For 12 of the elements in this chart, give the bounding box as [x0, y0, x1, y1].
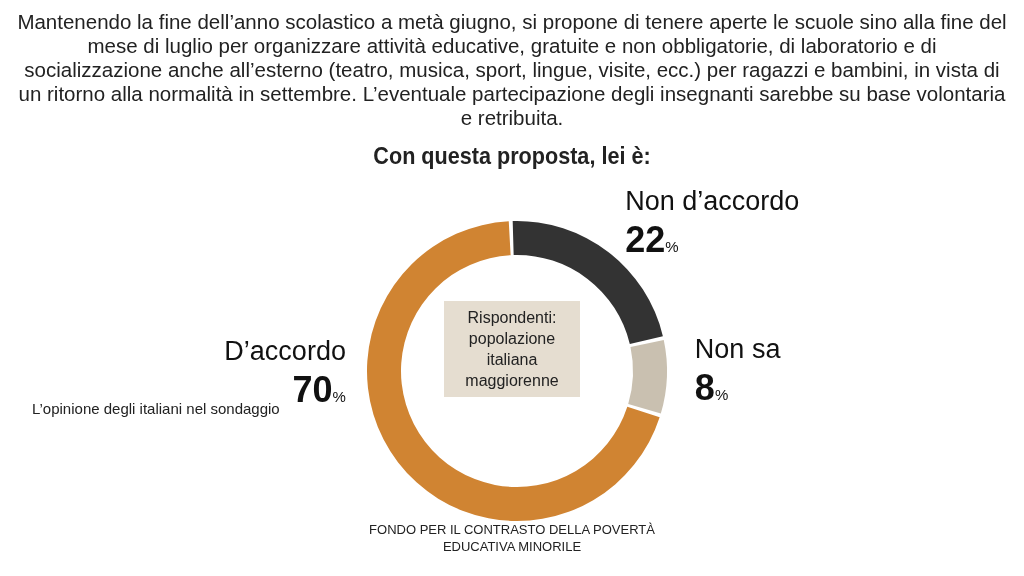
text: Rispondenti: popolazione italiana maggiorenne [444, 301, 580, 397]
text: L’opinione degli italiani nel sondaggio [32, 400, 280, 417]
text: FONDO PER IL CONTRASTO DELLA POVERTÀ EDUCATIVA MINORILE [368, 521, 656, 555]
data-label: 8% [694, 367, 729, 409]
donut-slice [628, 339, 667, 414]
data-label: 70% [292, 368, 346, 410]
slice-label: D’accordo [224, 335, 346, 366]
chart-subtitle: Con questa proposta, lei è: [372, 142, 652, 170]
chart-title: Mantenendo la fine dell’anno scolastico a metà giugno, si propone di tenere aperte le scuole sino alla fine del mese di luglio per organizzare attività educative, gratuite e non obbligatorie, di laboratorio e di socializzazione anche all’esterno (teatro, musica, sport, lingue, visite, ecc.) per ragazzi e bambini, in vista di un ritorno alla normalità in settembre. L’eventuale partecipazione degli insegnanti sarebbe su base volontaria e retribuita. [16, 9, 1008, 130]
slice-label: Non d’accordo [625, 185, 800, 216]
data-label: 22% [625, 218, 679, 260]
slice-label: Non sa [694, 334, 782, 365]
